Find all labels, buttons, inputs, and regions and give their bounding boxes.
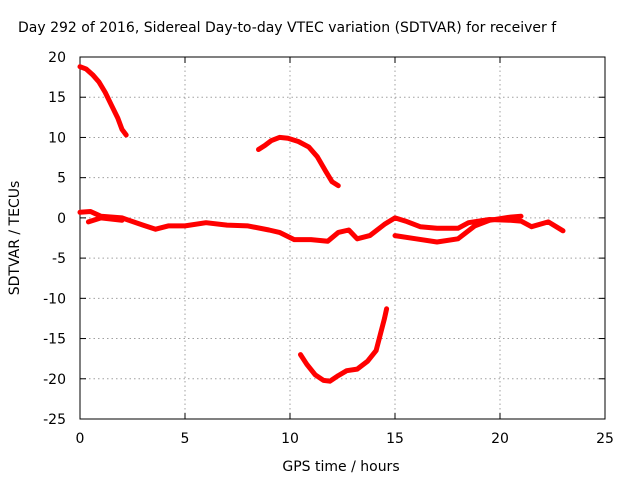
data-series xyxy=(77,64,566,384)
y-tick-label: -5 xyxy=(52,251,66,267)
x-tick-label: 15 xyxy=(386,431,404,447)
y-tick-label: -20 xyxy=(43,372,66,388)
series-track-5 xyxy=(85,215,125,225)
y-tick-label: 15 xyxy=(48,90,66,106)
x-tick-label: 20 xyxy=(491,431,509,447)
y-tick-labels: 20 15 10 5 0 -5 -10 -15 -20 -25 xyxy=(43,50,66,428)
y-tick-label: -10 xyxy=(43,291,66,307)
series-track-3 xyxy=(77,209,566,244)
x-axis-label: GPS time / hours xyxy=(282,459,399,475)
grid xyxy=(80,57,605,419)
plot-border xyxy=(79,56,606,420)
y-tick-label: 20 xyxy=(48,50,66,66)
series-track-2 xyxy=(256,134,341,189)
y-tick-label: 0 xyxy=(57,211,66,227)
y-tick-label: -15 xyxy=(43,332,66,348)
series-track-1 xyxy=(77,64,129,138)
series-track-6 xyxy=(298,306,390,384)
tick-marks xyxy=(79,56,606,420)
chart-title: Day 292 of 2016, Sidereal Day-to-day VTE… xyxy=(18,20,557,36)
x-tick-label: 0 xyxy=(76,431,85,447)
series-track-4 xyxy=(392,213,524,245)
y-axis-label: SDTVAR / TECUs xyxy=(7,181,23,296)
x-tick-labels: 0 5 10 15 20 25 xyxy=(76,431,614,447)
x-tick-label: 10 xyxy=(281,431,299,447)
x-tick-label: 5 xyxy=(181,431,190,447)
y-tick-label: -25 xyxy=(43,412,66,428)
y-tick-label: 5 xyxy=(57,171,66,187)
y-tick-label: 10 xyxy=(48,130,66,146)
x-tick-label: 25 xyxy=(596,431,614,447)
